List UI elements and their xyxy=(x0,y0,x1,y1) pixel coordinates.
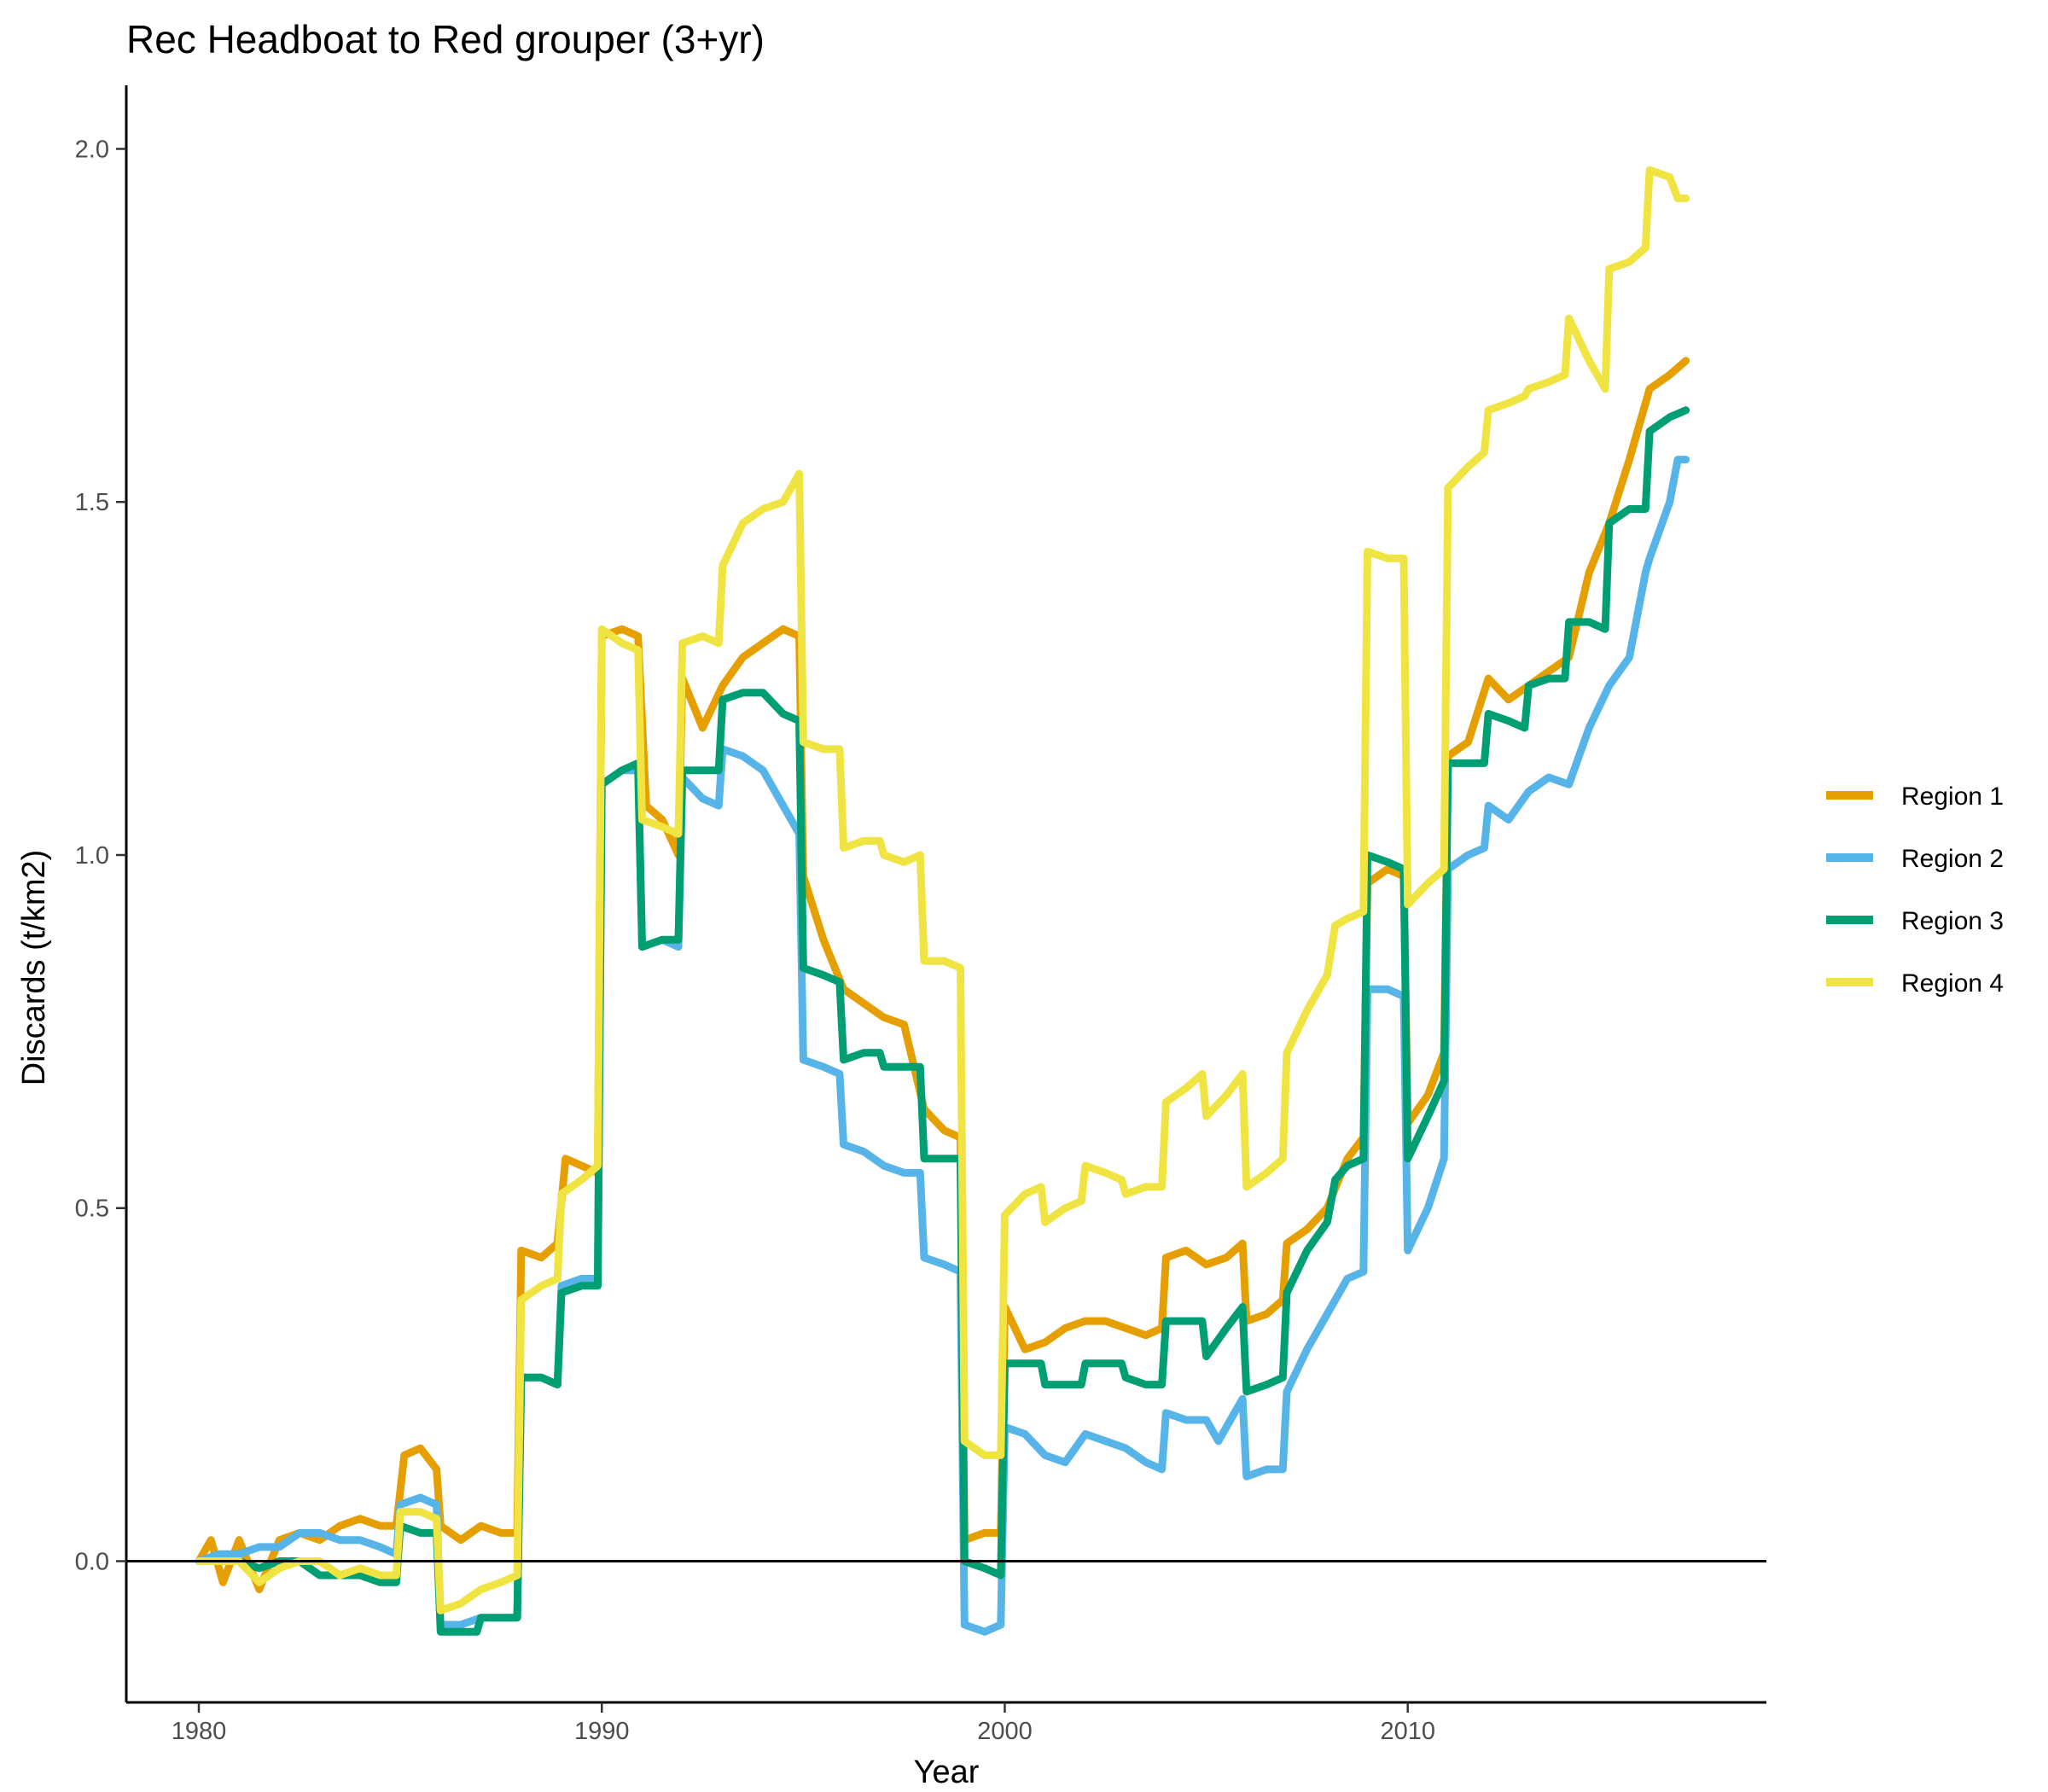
series-line-region-3 xyxy=(195,406,1690,1636)
x-tick-label: 1980 xyxy=(172,1718,227,1745)
x-tick-label: 2010 xyxy=(1380,1718,1435,1745)
y-tick-label: 0.5 xyxy=(75,1196,109,1223)
legend-label-region-1: Region 1 xyxy=(1901,783,2004,811)
chart-title: Rec Headboat to Red grouper (3+yr) xyxy=(126,17,765,61)
y-tick-label: 1.0 xyxy=(75,842,109,870)
x-tick-label: 2000 xyxy=(977,1718,1033,1745)
legend: Region 1 Region 2 Region 3 Region 4 xyxy=(1826,783,2004,998)
series-line-region-1 xyxy=(195,357,1690,1594)
legend-label-region-3: Region 3 xyxy=(1901,907,2004,935)
x-tick-label: 1990 xyxy=(574,1718,630,1745)
legend-label-region-4: Region 4 xyxy=(1901,969,2004,998)
series-line-region-4 xyxy=(195,166,1690,1615)
legend-label-region-2: Region 2 xyxy=(1901,845,2004,873)
y-axis-title: Discards (t/km2) xyxy=(16,850,52,1086)
y-tick-label: 1.5 xyxy=(75,489,109,516)
x-axis-title: Year xyxy=(914,1754,980,1790)
axes: 1980 1990 2000 2010 0.0 0.5 1.0 1.5 2.0 xyxy=(75,85,1766,1745)
y-tick-label: 0.0 xyxy=(75,1548,109,1575)
plot-series xyxy=(195,166,1690,1636)
y-tick-label: 2.0 xyxy=(75,136,109,163)
